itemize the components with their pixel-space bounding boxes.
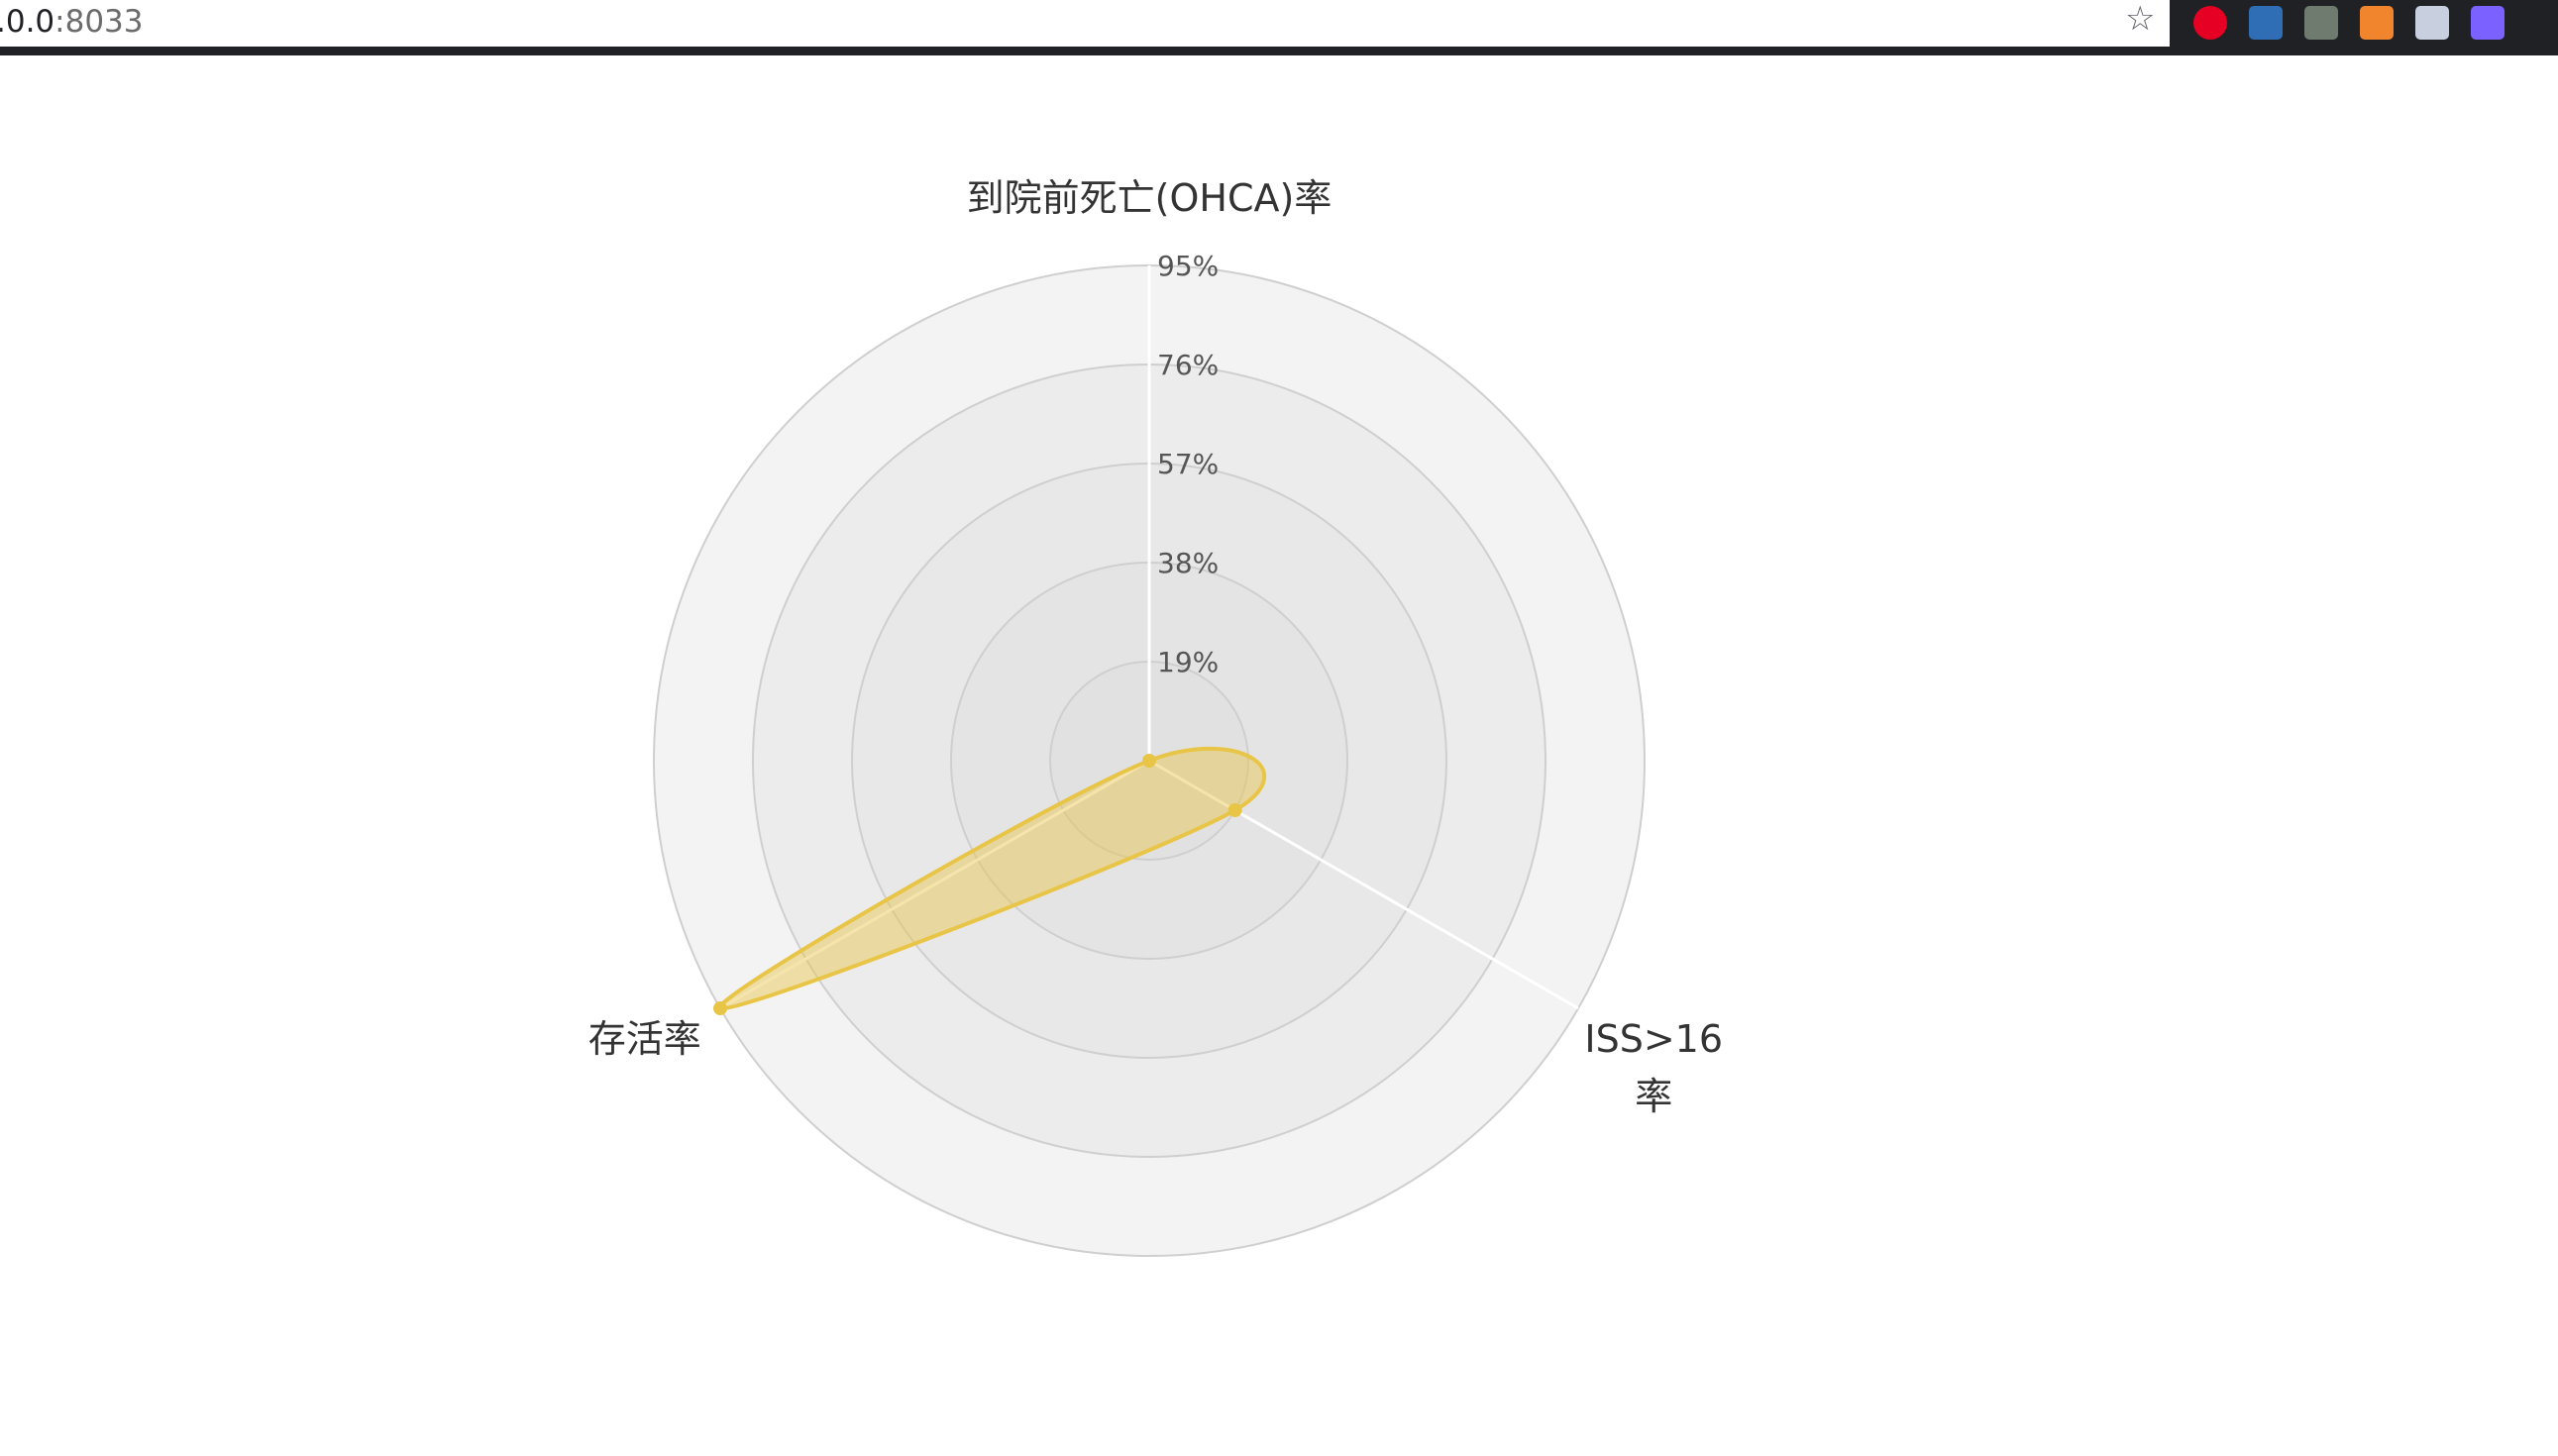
axis-label: 到院前死亡(OHCA)率 bbox=[967, 176, 1332, 220]
url-host: .0.0 bbox=[0, 4, 55, 40]
url-port: :8033 bbox=[54, 4, 144, 40]
extensions-area: ⋮ bbox=[2170, 0, 2558, 47]
address-bar[interactable]: .0.0:8033 ☆ bbox=[0, 0, 2170, 47]
tick-label: 19% bbox=[1157, 646, 1219, 678]
radar-tick-labels: 19% 38% 57% 76% 95% bbox=[1157, 250, 1219, 678]
tick-label: 38% bbox=[1157, 547, 1219, 579]
browser-toolbar: .0.0:8033 ☆ ⋮ bbox=[0, 0, 2558, 55]
w-extension-icon[interactable] bbox=[2471, 6, 2505, 40]
axis-line bbox=[1148, 759, 1579, 1010]
url-text[interactable]: .0.0:8033 bbox=[0, 4, 144, 40]
bookmark-star-icon[interactable]: ☆ bbox=[2125, 0, 2156, 39]
series-area bbox=[717, 746, 1267, 1011]
k-extension-icon[interactable] bbox=[2415, 6, 2449, 40]
cloud-extension-icon[interactable] bbox=[2249, 6, 2283, 40]
radar-chart: 19% 38% 57% 76% 95% 到院前死亡(OHCA)率 ISS>16 率 存活率 bbox=[588, 176, 1723, 1257]
tick-label: 76% bbox=[1157, 349, 1219, 381]
radar-axes bbox=[719, 265, 1579, 1010]
puzzle-extension-icon[interactable] bbox=[2304, 6, 2338, 40]
pinterest-icon[interactable] bbox=[2193, 6, 2227, 40]
axis-label: ISS>16 率 bbox=[1584, 1017, 1723, 1118]
axis-label: 存活率 bbox=[588, 1017, 701, 1061]
radar-axis-labels: 到院前死亡(OHCA)率 ISS>16 率 存活率 bbox=[588, 176, 1723, 1118]
tick-label: 57% bbox=[1157, 448, 1219, 480]
data-point bbox=[1227, 803, 1242, 817]
tick-label: 95% bbox=[1157, 250, 1219, 282]
radar-series bbox=[712, 746, 1267, 1015]
data-point bbox=[712, 1001, 727, 1015]
data-point bbox=[1142, 754, 1156, 768]
axis-line bbox=[719, 759, 1150, 1010]
metamask-fox-icon[interactable] bbox=[2360, 6, 2394, 40]
